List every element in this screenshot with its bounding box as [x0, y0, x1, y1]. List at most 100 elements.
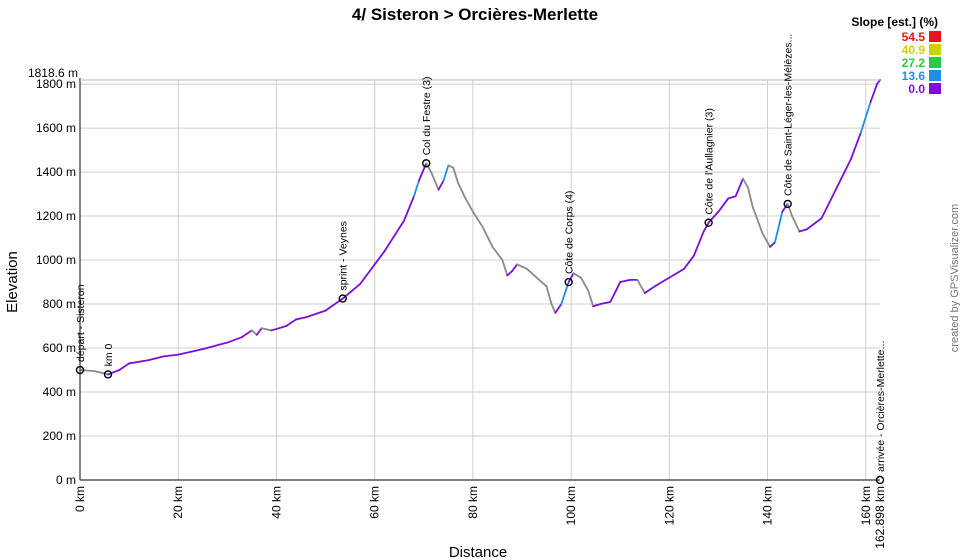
x-end-label: 162.898 km	[873, 486, 887, 549]
waypoints: départ - Sisteron km 0 sprint - Veynes Col …	[75, 34, 887, 485]
credit-text: created by GPSVisualizer.com	[949, 204, 960, 352]
max-elevation-label: 1818.6 m	[28, 66, 78, 80]
profile-segment	[619, 278, 631, 283]
profile-segment	[791, 215, 801, 233]
profile-segment	[653, 276, 671, 288]
profile-segment	[550, 303, 557, 314]
profile-segment	[516, 263, 528, 270]
waypoint-label: Côte de Corps (4)	[564, 191, 576, 274]
waypoint-label: km 0	[103, 344, 115, 367]
profile-segment	[285, 318, 297, 327]
profile-segment	[464, 197, 474, 213]
legend-swatch	[929, 44, 941, 55]
x-tick-label: 100 km	[564, 486, 578, 525]
profile-segment	[830, 177, 843, 200]
profile-segment	[295, 316, 307, 321]
waypoint-marker	[875, 475, 885, 485]
x-tick-label: 40 km	[269, 486, 283, 519]
waypoint-label: départ - Sisteron	[75, 284, 87, 362]
slope-legend: Slope [est.] (%) 54.540.927.213.60.0	[851, 15, 941, 96]
profile-segment	[526, 267, 538, 279]
profile-segment	[774, 210, 784, 244]
profile-segment	[260, 327, 273, 332]
profile-segment	[727, 195, 737, 200]
x-axis-title: Distance	[449, 544, 507, 560]
profile-segment	[592, 303, 602, 308]
profile-segment	[107, 369, 121, 376]
profile-segment	[430, 171, 440, 191]
waypoint-label: arrivée - Orcières-Merlette...	[875, 341, 887, 472]
profile-segment	[359, 263, 376, 286]
legend-value: 40.9	[902, 43, 926, 57]
waypoint-marker	[783, 199, 792, 209]
profile-segment	[177, 348, 204, 356]
legend-swatch	[929, 57, 941, 68]
profile-segment	[270, 325, 288, 332]
legend-value: 13.6	[902, 69, 926, 83]
profile-segment	[373, 250, 386, 266]
profile-segment	[580, 276, 590, 292]
profile-segment	[692, 230, 705, 257]
legend-value: 0.0	[908, 82, 925, 96]
waypoint-marker	[422, 159, 431, 168]
y-tick-label: 200 m	[43, 429, 76, 443]
waypoint-label: sprint - Veynes	[338, 221, 350, 290]
profile-segment	[491, 245, 504, 261]
legend-swatch	[929, 70, 941, 81]
profile-segment	[798, 228, 808, 233]
profile-segment	[501, 259, 509, 277]
profile-segment	[79, 369, 96, 373]
x-tick-label: 120 km	[662, 486, 676, 525]
legend-swatch	[929, 83, 941, 94]
profile-segment	[118, 362, 131, 371]
profile-segment	[506, 270, 514, 277]
waypoint-label: Col du Festre (3)	[421, 76, 433, 155]
legend-title: Slope [est.] (%)	[851, 15, 938, 29]
profile-segment	[535, 276, 548, 288]
y-axis-ticks: 0 m 200 m 400 m 600 m 800 m 1000 m 1200 m 1400 …	[36, 77, 76, 487]
y-tick-label: 1800 m	[36, 77, 76, 91]
profile-segment	[734, 177, 744, 198]
x-tick-label: 0 km	[73, 486, 87, 512]
profile-segment	[567, 272, 575, 283]
profile-segment	[305, 309, 327, 319]
x-axis-ticks: 0 km 20 km 40 km 60 km 80 km 100 km 120 km 140 …	[73, 486, 887, 549]
profile-segment	[786, 203, 794, 217]
profile-segment	[707, 210, 720, 224]
profile-segment	[742, 177, 749, 189]
profile-segment	[393, 219, 406, 237]
profile-segment	[668, 267, 685, 279]
profile-segment	[241, 329, 253, 338]
profile-segment	[805, 217, 823, 231]
waypoint-label: Côte de Saint-Léger-les-Mélèzes...	[783, 34, 795, 196]
profile-segment	[702, 221, 710, 233]
profile-segment	[609, 281, 622, 303]
x-tick-label: 140 km	[761, 486, 775, 525]
profile-segment	[643, 285, 656, 294]
y-tick-label: 800 m	[43, 297, 76, 311]
y-tick-label: 1600 m	[36, 121, 76, 135]
y-tick-label: 1200 m	[36, 209, 76, 223]
profile-segment	[128, 359, 150, 365]
x-tick-label: 20 km	[171, 486, 185, 519]
y-axis-title: Elevation	[4, 251, 21, 313]
profile-segment	[869, 83, 878, 103]
profile-segment	[403, 195, 415, 222]
profile-segment	[761, 232, 771, 248]
x-tick-label: 60 km	[368, 486, 382, 519]
profile-segment	[250, 329, 258, 336]
profile-segment	[587, 289, 595, 308]
profile-segment	[747, 186, 754, 209]
elevation-profile	[79, 79, 881, 376]
legend-entries: 54.540.927.213.60.0	[902, 30, 941, 96]
x-tick-label: 160 km	[859, 486, 873, 525]
waypoint-marker	[338, 294, 347, 303]
profile-segment	[554, 303, 563, 314]
profile-segment	[226, 336, 243, 344]
chart-title: 4/ Sisteron > Orcières-Merlette	[352, 5, 598, 24]
y-tick-label: 1000 m	[36, 253, 76, 267]
profile-segment	[751, 206, 764, 235]
waypoint-marker	[564, 277, 573, 287]
profile-segment	[683, 254, 695, 270]
